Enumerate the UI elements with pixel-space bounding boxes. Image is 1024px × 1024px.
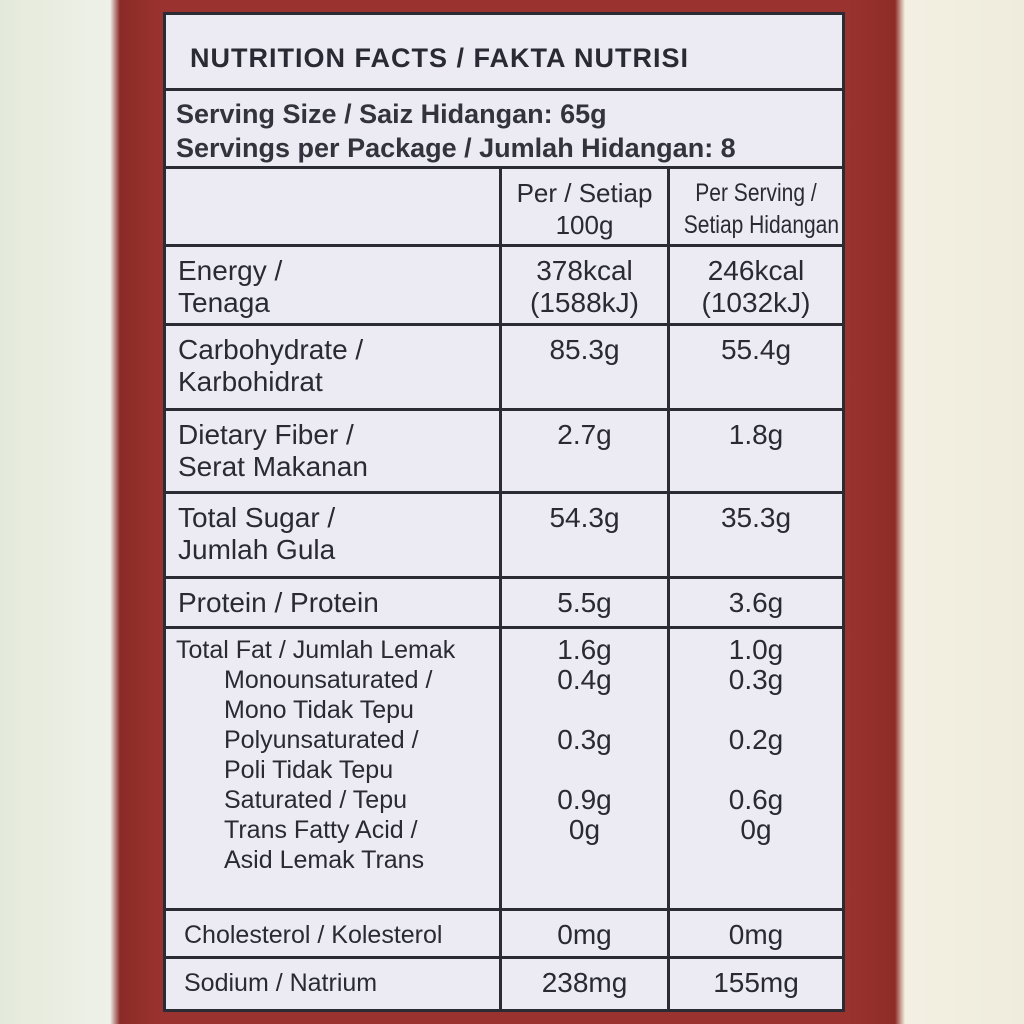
value-per-serving: 0mg: [728, 919, 784, 950]
value-per-serving: 1.8g: [728, 419, 784, 450]
fat-labels: Total Fat / Jumlah Lemak Monounsaturated…: [166, 629, 502, 908]
table-row: Dietary Fiber / Serat Makanan 2.7g 1.8g: [166, 411, 842, 494]
serving-size: Serving Size / Saiz Hidangan: 65g: [176, 99, 607, 129]
servings-per-package: Servings per Package / Jumlah Hidangan: …: [176, 133, 736, 163]
nutrient-label: Dietary Fiber / Serat Makanan: [166, 411, 502, 491]
value-per-serving: 246kcal (1032kJ): [701, 255, 811, 318]
value-per-serving: 3.6g: [728, 587, 784, 618]
serving-info: Serving Size / Saiz Hidangan: 65g Servin…: [166, 91, 842, 169]
table-row: Energy / Tenaga 378kcal (1588kJ) 246kcal (1…: [166, 247, 842, 326]
header-per-100g: Per / Setiap 100g: [502, 169, 670, 244]
nutrition-facts-label: NUTRITION FACTS / FAKTA NUTRISI Serving …: [163, 12, 845, 1012]
nutrient-label: Cholesterol / Kolesterol: [166, 911, 502, 956]
value-per-100g: 238mg: [502, 959, 670, 1012]
value-per-100g: 378kcal (1588kJ): [502, 247, 670, 323]
nutrient-label: Total Sugar / Jumlah Gula: [166, 494, 502, 576]
label-title: NUTRITION FACTS / FAKTA NUTRISI: [190, 43, 689, 73]
value-per-serving: 35.3g: [720, 502, 792, 533]
value-per-100g: 54.3g: [502, 494, 670, 576]
header-per-serving: Per Serving / Setiap Hidangan: [683, 179, 840, 239]
fat-row: Total Fat / Jumlah Lemak Monounsaturated…: [166, 629, 842, 911]
value-per-100g: 0mg: [502, 911, 670, 956]
value-per-serving: 155mg: [713, 967, 799, 998]
column-header-row: Per / Setiap 100g Per Serving / Setiap Hid…: [166, 169, 842, 247]
nutrient-label: Carbohydrate / Karbohidrat: [166, 326, 502, 408]
fat-values-per-serving: 1.0g 0.3g 0.2g 0.6g 0g: [728, 634, 784, 845]
value-per-100g: 5.5g: [502, 579, 670, 626]
value-per-serving: 55.4g: [720, 334, 792, 365]
value-per-100g: 85.3g: [502, 326, 670, 408]
fat-values-per-100g: 1.6g 0.4g 0.3g 0.9g 0g: [502, 629, 670, 908]
table-row: Protein / Protein 5.5g 3.6g: [166, 579, 842, 629]
nutrient-label: Energy / Tenaga: [166, 247, 502, 323]
table-row: Carbohydrate / Karbohidrat 85.3g 55.4g: [166, 326, 842, 411]
value-per-100g: 2.7g: [502, 411, 670, 491]
title-row: NUTRITION FACTS / FAKTA NUTRISI: [166, 15, 842, 91]
nutrient-label: Sodium / Natrium: [166, 959, 502, 1012]
nutrient-label: Protein / Protein: [166, 579, 502, 626]
cholesterol-row: Cholesterol / Kolesterol 0mg 0mg: [166, 911, 842, 959]
table-row: Total Sugar / Jumlah Gula 54.3g 35.3g: [166, 494, 842, 579]
sodium-row: Sodium / Natrium 238mg 155mg: [166, 959, 842, 1012]
